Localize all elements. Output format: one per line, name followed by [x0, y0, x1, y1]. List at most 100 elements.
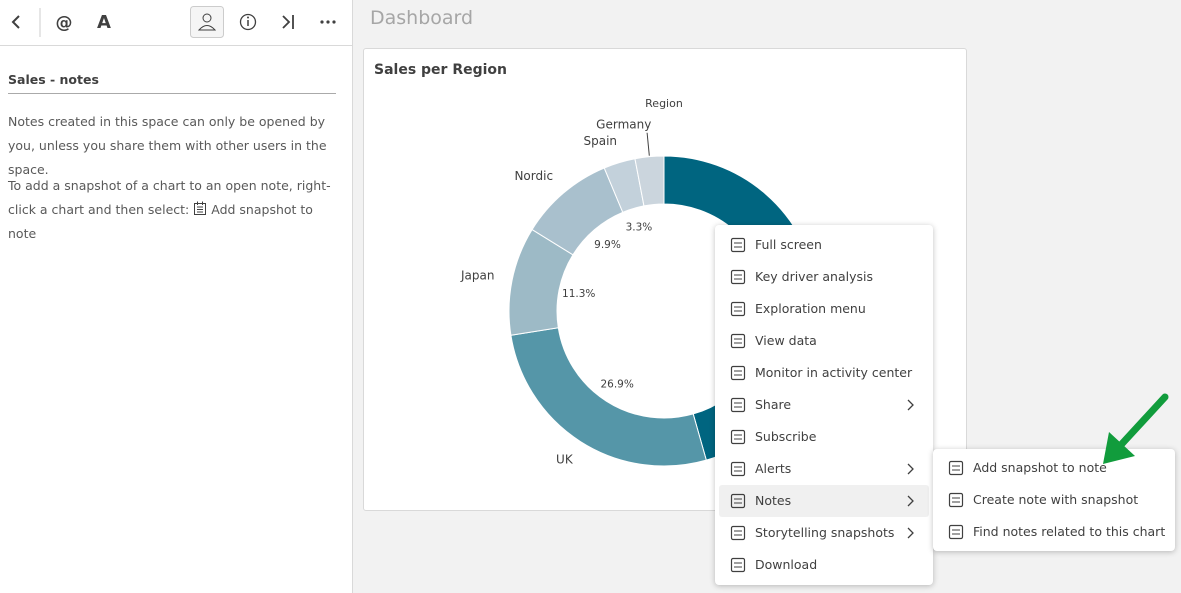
format-button[interactable]: A	[97, 12, 111, 33]
menu-item-label: Key driver analysis	[755, 269, 873, 284]
menu-item[interactable]: Storytelling snapshots	[719, 517, 929, 549]
menu-item[interactable]: Add snapshot to note	[937, 452, 1171, 484]
note-icon	[194, 201, 207, 215]
menu-icon-shape	[730, 525, 746, 541]
menu-item[interactable]: Find notes related to this chart	[937, 516, 1171, 548]
slice-label: Germany	[596, 117, 651, 131]
menu-item-label: Notes	[755, 493, 792, 508]
menu-icon	[730, 461, 746, 477]
menu-item-label: Share	[755, 397, 792, 412]
slice-label: Spain	[583, 134, 617, 148]
sheet-title: Dashboard	[370, 7, 474, 29]
submenu-chevron	[907, 527, 914, 539]
menu-item-label: Exploration menu	[755, 301, 866, 316]
submenu-chevron	[907, 527, 914, 539]
user-icon	[202, 13, 212, 23]
menu-icon	[730, 397, 746, 413]
menu-icon	[730, 493, 746, 509]
more-button[interactable]	[320, 20, 324, 24]
menu-icon-shape	[730, 365, 746, 381]
menu-item-label: View data	[755, 333, 817, 348]
note-text: To add a snapshot of a chart to an open …	[8, 178, 331, 217]
submenu-chevron	[907, 399, 914, 411]
menu-icon	[730, 301, 746, 317]
menu-item[interactable]: Full screen	[719, 229, 929, 261]
menu-icon	[948, 492, 964, 508]
menu-icon	[948, 460, 964, 476]
menu-item[interactable]: Key driver analysis	[719, 261, 929, 293]
chart-title: Sales per Region	[374, 62, 507, 78]
leader-line	[646, 132, 650, 156]
submenu-chevron	[907, 495, 914, 507]
menu-icon	[730, 237, 746, 253]
pointer-arrow	[1103, 393, 1169, 464]
menu-item[interactable]: View data	[719, 325, 929, 357]
value-label: 9.9%	[594, 239, 621, 251]
menu-icon-shape	[730, 333, 746, 349]
submenu-chevron	[907, 495, 914, 507]
menu-icon-shape	[730, 493, 746, 509]
menu-icon	[730, 525, 746, 541]
menu-icon-shape	[730, 429, 746, 445]
slice-label: Nordic	[514, 169, 553, 183]
value-label: 3.3%	[626, 222, 653, 234]
menu-item-label: Subscribe	[755, 429, 817, 444]
note-paragraph: To add a snapshot of a chart to an open …	[8, 174, 343, 246]
submenu-chevron	[907, 463, 914, 475]
info-icon	[247, 16, 249, 19]
menu-item[interactable]: Alerts	[719, 453, 929, 485]
menu-icon	[730, 429, 746, 445]
value-label: 11.3%	[562, 288, 595, 300]
donut-slice	[510, 327, 707, 467]
menu-icon-shape	[730, 397, 746, 413]
more-button	[326, 20, 330, 24]
menu-icon-shape	[948, 492, 964, 508]
context-menu: Full screen Key driver analysis Exploratio…	[715, 225, 933, 585]
menu-item[interactable]: Monitor in activity center	[719, 357, 929, 389]
info-button[interactable]	[239, 13, 257, 31]
collapse-button[interactable]	[282, 15, 294, 29]
value-label: 26.9%	[600, 378, 633, 390]
menu-item[interactable]: Exploration menu	[719, 293, 929, 325]
donut-slice	[634, 155, 665, 207]
menu-icon-shape	[730, 301, 746, 317]
menu-icon	[730, 333, 746, 349]
menu-item-label: Create note with snapshot	[973, 492, 1139, 507]
menu-item[interactable]: Download	[719, 549, 929, 581]
slice-label: Japan	[460, 269, 494, 283]
notes-panel: @ A Sales - notes Notes created in this …	[0, 0, 353, 593]
mention-button[interactable]: @	[56, 13, 73, 33]
menu-item-label: Storytelling snapshots	[755, 525, 895, 540]
menu-icon-shape	[948, 460, 964, 476]
note-action: Add snapshot to note	[8, 202, 313, 241]
submenu-chevron	[907, 399, 914, 411]
toolbar-icons: @ A	[11, 6, 336, 38]
notes-submenu: Add snapshot to note Create note with sna…	[933, 449, 1175, 551]
note-title: Sales - notes	[8, 72, 336, 94]
menu-icon	[948, 524, 964, 540]
menu-icon-shape	[730, 557, 746, 573]
menu-item[interactable]: Notes	[719, 485, 929, 517]
menu-item-label: Alerts	[755, 461, 792, 476]
menu-item-label: Full screen	[755, 237, 822, 252]
back-button[interactable]	[11, 15, 20, 29]
dimension-label: Region	[645, 97, 683, 110]
menu-item[interactable]: Subscribe	[719, 421, 929, 453]
toolbar: @ A	[0, 0, 352, 46]
menu-icon-shape	[948, 524, 964, 540]
menu-item-label: Add snapshot to note	[973, 460, 1107, 475]
menu-item-label: Find notes related to this chart	[973, 524, 1166, 539]
menu-item-label: Monitor in activity center	[755, 365, 913, 380]
menu-item[interactable]: Create note with snapshot	[937, 484, 1171, 516]
menu-item-label: Download	[755, 557, 818, 572]
user-icon	[197, 25, 217, 31]
menu-icon-shape	[730, 269, 746, 285]
submenu-chevron	[907, 463, 914, 475]
note-paragraph: Notes created in this space can only be …	[8, 114, 327, 177]
menu-icon-shape	[730, 461, 746, 477]
menu-item[interactable]: Share	[719, 389, 929, 421]
more-button	[332, 20, 336, 24]
menu-icon	[730, 269, 746, 285]
